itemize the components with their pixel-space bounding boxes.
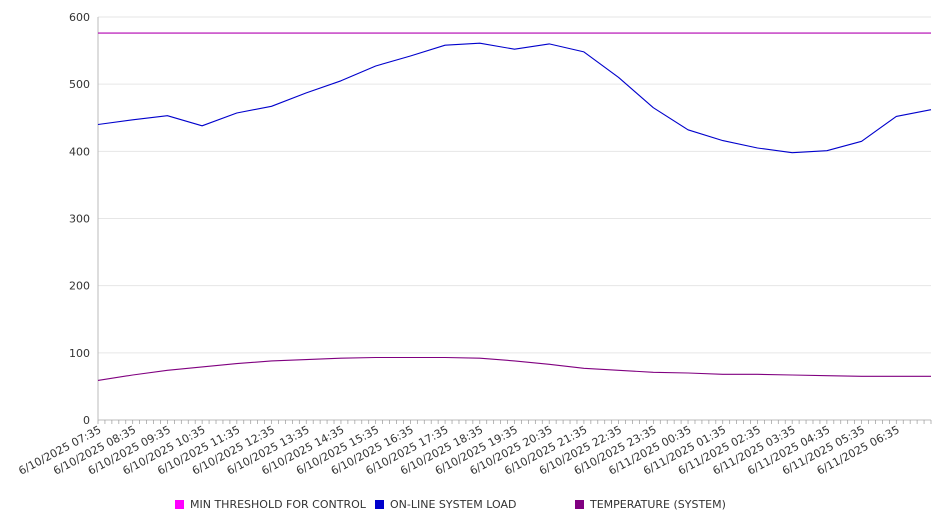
y-tick-label: 400 xyxy=(69,145,90,158)
legend-swatch-temperature xyxy=(575,500,584,509)
legend-label-min-threshold: MIN THRESHOLD FOR CONTROL xyxy=(190,498,366,511)
legend-item-online-system-load[interactable]: ON-LINE SYSTEM LOAD xyxy=(375,498,516,511)
y-tick-label: 200 xyxy=(69,280,90,293)
y-axis-tick-labels: 0 100 200 300 400 500 600 xyxy=(69,11,90,427)
legend-label-online-system-load: ON-LINE SYSTEM LOAD xyxy=(390,498,517,511)
x-axis-tick-labels: 6/10/2025 07:356/10/2025 08:356/10/2025 … xyxy=(16,423,901,477)
series-line-temperature xyxy=(97,356,931,381)
y-tick-label: 100 xyxy=(69,347,90,360)
legend-swatch-online-system-load xyxy=(375,500,384,509)
y-tick-label: 300 xyxy=(69,213,90,226)
legend-item-min-threshold[interactable]: MIN THRESHOLD FOR CONTROL xyxy=(175,498,366,511)
legend-item-temperature[interactable]: TEMPERATURE (SYSTEM) xyxy=(575,498,726,511)
series-lines xyxy=(97,32,932,381)
legend-swatch-min-threshold xyxy=(175,500,184,509)
grid-lines xyxy=(98,16,931,421)
chart-legend: MIN THRESHOLD FOR CONTROL ON-LINE SYSTEM… xyxy=(0,498,946,514)
series-line-online-system-load xyxy=(97,42,932,154)
legend-label-temperature: TEMPERATURE (SYSTEM) xyxy=(590,498,726,511)
axes xyxy=(97,17,932,424)
y-tick-label: 0 xyxy=(83,414,90,427)
y-tick-label: 500 xyxy=(69,78,90,91)
y-tick-label: 600 xyxy=(69,11,90,24)
